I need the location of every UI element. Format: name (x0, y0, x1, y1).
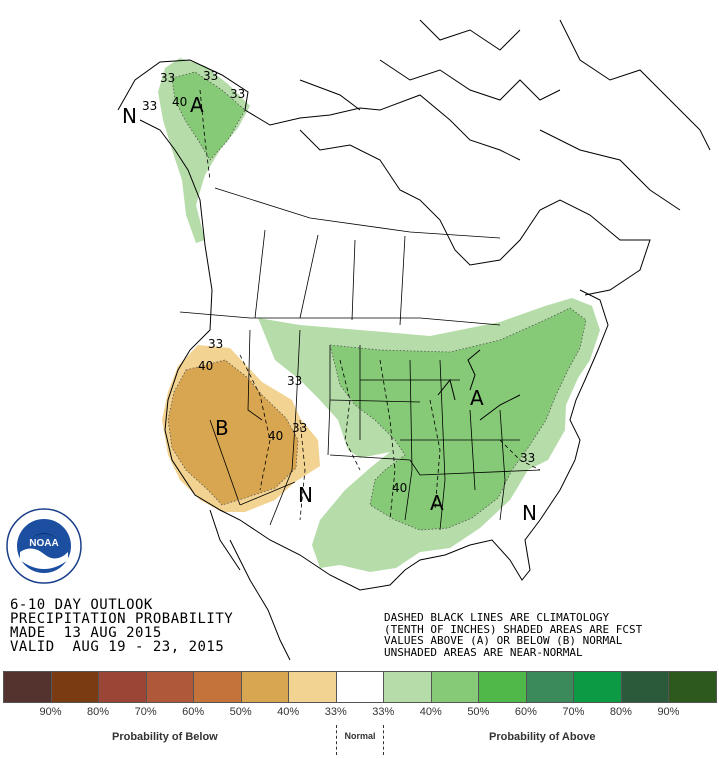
color-swatch (240, 671, 290, 703)
south-label-N: N (298, 483, 313, 507)
rockies-label-33: 33 (287, 374, 302, 388)
title-line-3: MADE 13 AUG 2015 (10, 625, 162, 641)
noaa-logo-text: NOAA (29, 538, 58, 549)
title-line-1: 6-10 DAY OUTLOOK (10, 597, 153, 613)
color-swatch (3, 671, 52, 703)
alaska-label-33-a: 33 (160, 71, 175, 85)
coastlines (117, 19, 711, 661)
color-swatch (478, 671, 527, 703)
alaska-label-33-b: 33 (203, 69, 218, 83)
color-swatch (193, 671, 242, 703)
tick-label: 70% (134, 706, 157, 718)
tick-label: 90% (657, 706, 680, 718)
tick-label: 60% (182, 706, 205, 718)
note-line-2: (TENTH OF INCHES) SHADED AREAS ARE FCST (384, 622, 643, 636)
note-line-4: UNSHADED AREAS ARE NEAR-NORMAL (384, 645, 583, 659)
south-label-40: 40 (392, 481, 407, 495)
color-swatch (335, 671, 385, 703)
title-line-2: PRECIPITATION PROBABILITY (10, 611, 234, 627)
note-line-3: VALUES ABOVE (A) OR BELOW (B) NORMAL (384, 634, 623, 647)
color-swatch (383, 671, 432, 703)
tick-label: 40% (419, 706, 442, 718)
probability-color-scale (3, 671, 717, 703)
color-swatch (573, 671, 622, 703)
noaa-logo: NOAA (6, 508, 82, 584)
tick-label: 60% (514, 706, 537, 718)
color-swatch (50, 671, 100, 703)
tick-label: 50% (229, 706, 252, 718)
title-line-4: VALID AUG 19 - 23, 2015 (10, 639, 225, 655)
southeast-label-33: 33 (520, 451, 535, 465)
west-label-33: 33 (208, 337, 223, 351)
tick-label: 40% (277, 706, 300, 718)
note-line-1: DASHED BLACK LINES ARE CLIMATOLOGY (384, 611, 610, 624)
tick-label: 33% (372, 706, 395, 718)
alaska-above-shading (158, 58, 250, 243)
west-below-shading (162, 345, 320, 512)
climatology-dashed-lines (199, 89, 541, 521)
tick-label: 50% (467, 706, 490, 718)
west-label-40-a: 40 (198, 359, 213, 373)
tick-label: 70% (562, 706, 585, 718)
tick-label: 80% (87, 706, 110, 718)
color-swatch (288, 671, 337, 703)
alaska-label-A: A (190, 93, 204, 117)
alaska-label-N: N (122, 104, 137, 128)
west-label-B: B (215, 416, 229, 440)
below-caption: Probability of Below (112, 731, 218, 743)
east-label-A: A (470, 386, 484, 410)
tick-label: 90% (39, 706, 62, 718)
probability-contours (167, 71, 587, 531)
color-swatch (525, 671, 575, 703)
color-swatch (98, 671, 147, 703)
alaska-label-33-c: 33 (230, 87, 245, 101)
central-east-above-shading (258, 298, 600, 572)
color-swatch (145, 671, 195, 703)
color-swatch (620, 671, 670, 703)
alaska-label-33-west: 33 (142, 99, 157, 113)
color-swatch (430, 671, 480, 703)
normal-caption: Normal (344, 731, 376, 741)
rockies-label-33-b: 33 (292, 421, 307, 435)
south-label-A: A (430, 491, 444, 515)
above-caption: Probability of Above (489, 731, 596, 743)
color-swatch (668, 671, 717, 703)
tick-label: 33% (324, 706, 347, 718)
tick-label: 80% (609, 706, 632, 718)
probability-tick-labels: 90% 80% 70% 60% 50% 40% 33% 33% 40% 50% 60% 70% 80% 9… (3, 706, 716, 720)
normal-divider (336, 725, 384, 755)
southeast-label-N: N (522, 501, 537, 525)
alaska-label-40: 40 (172, 95, 187, 109)
outlook-map: 33 33 33 33 40 A N 33 40 40 B 33 33 N A … (117, 19, 711, 661)
political-boundaries (179, 187, 541, 531)
legend-note: DASHED BLACK LINES ARE CLIMATOLOGY (TENTH… (384, 612, 642, 658)
west-label-40-b: 40 (268, 429, 283, 443)
outlook-title: 6-10 DAY OUTLOOK PRECIPITATION PROBABILIT… (10, 598, 233, 654)
